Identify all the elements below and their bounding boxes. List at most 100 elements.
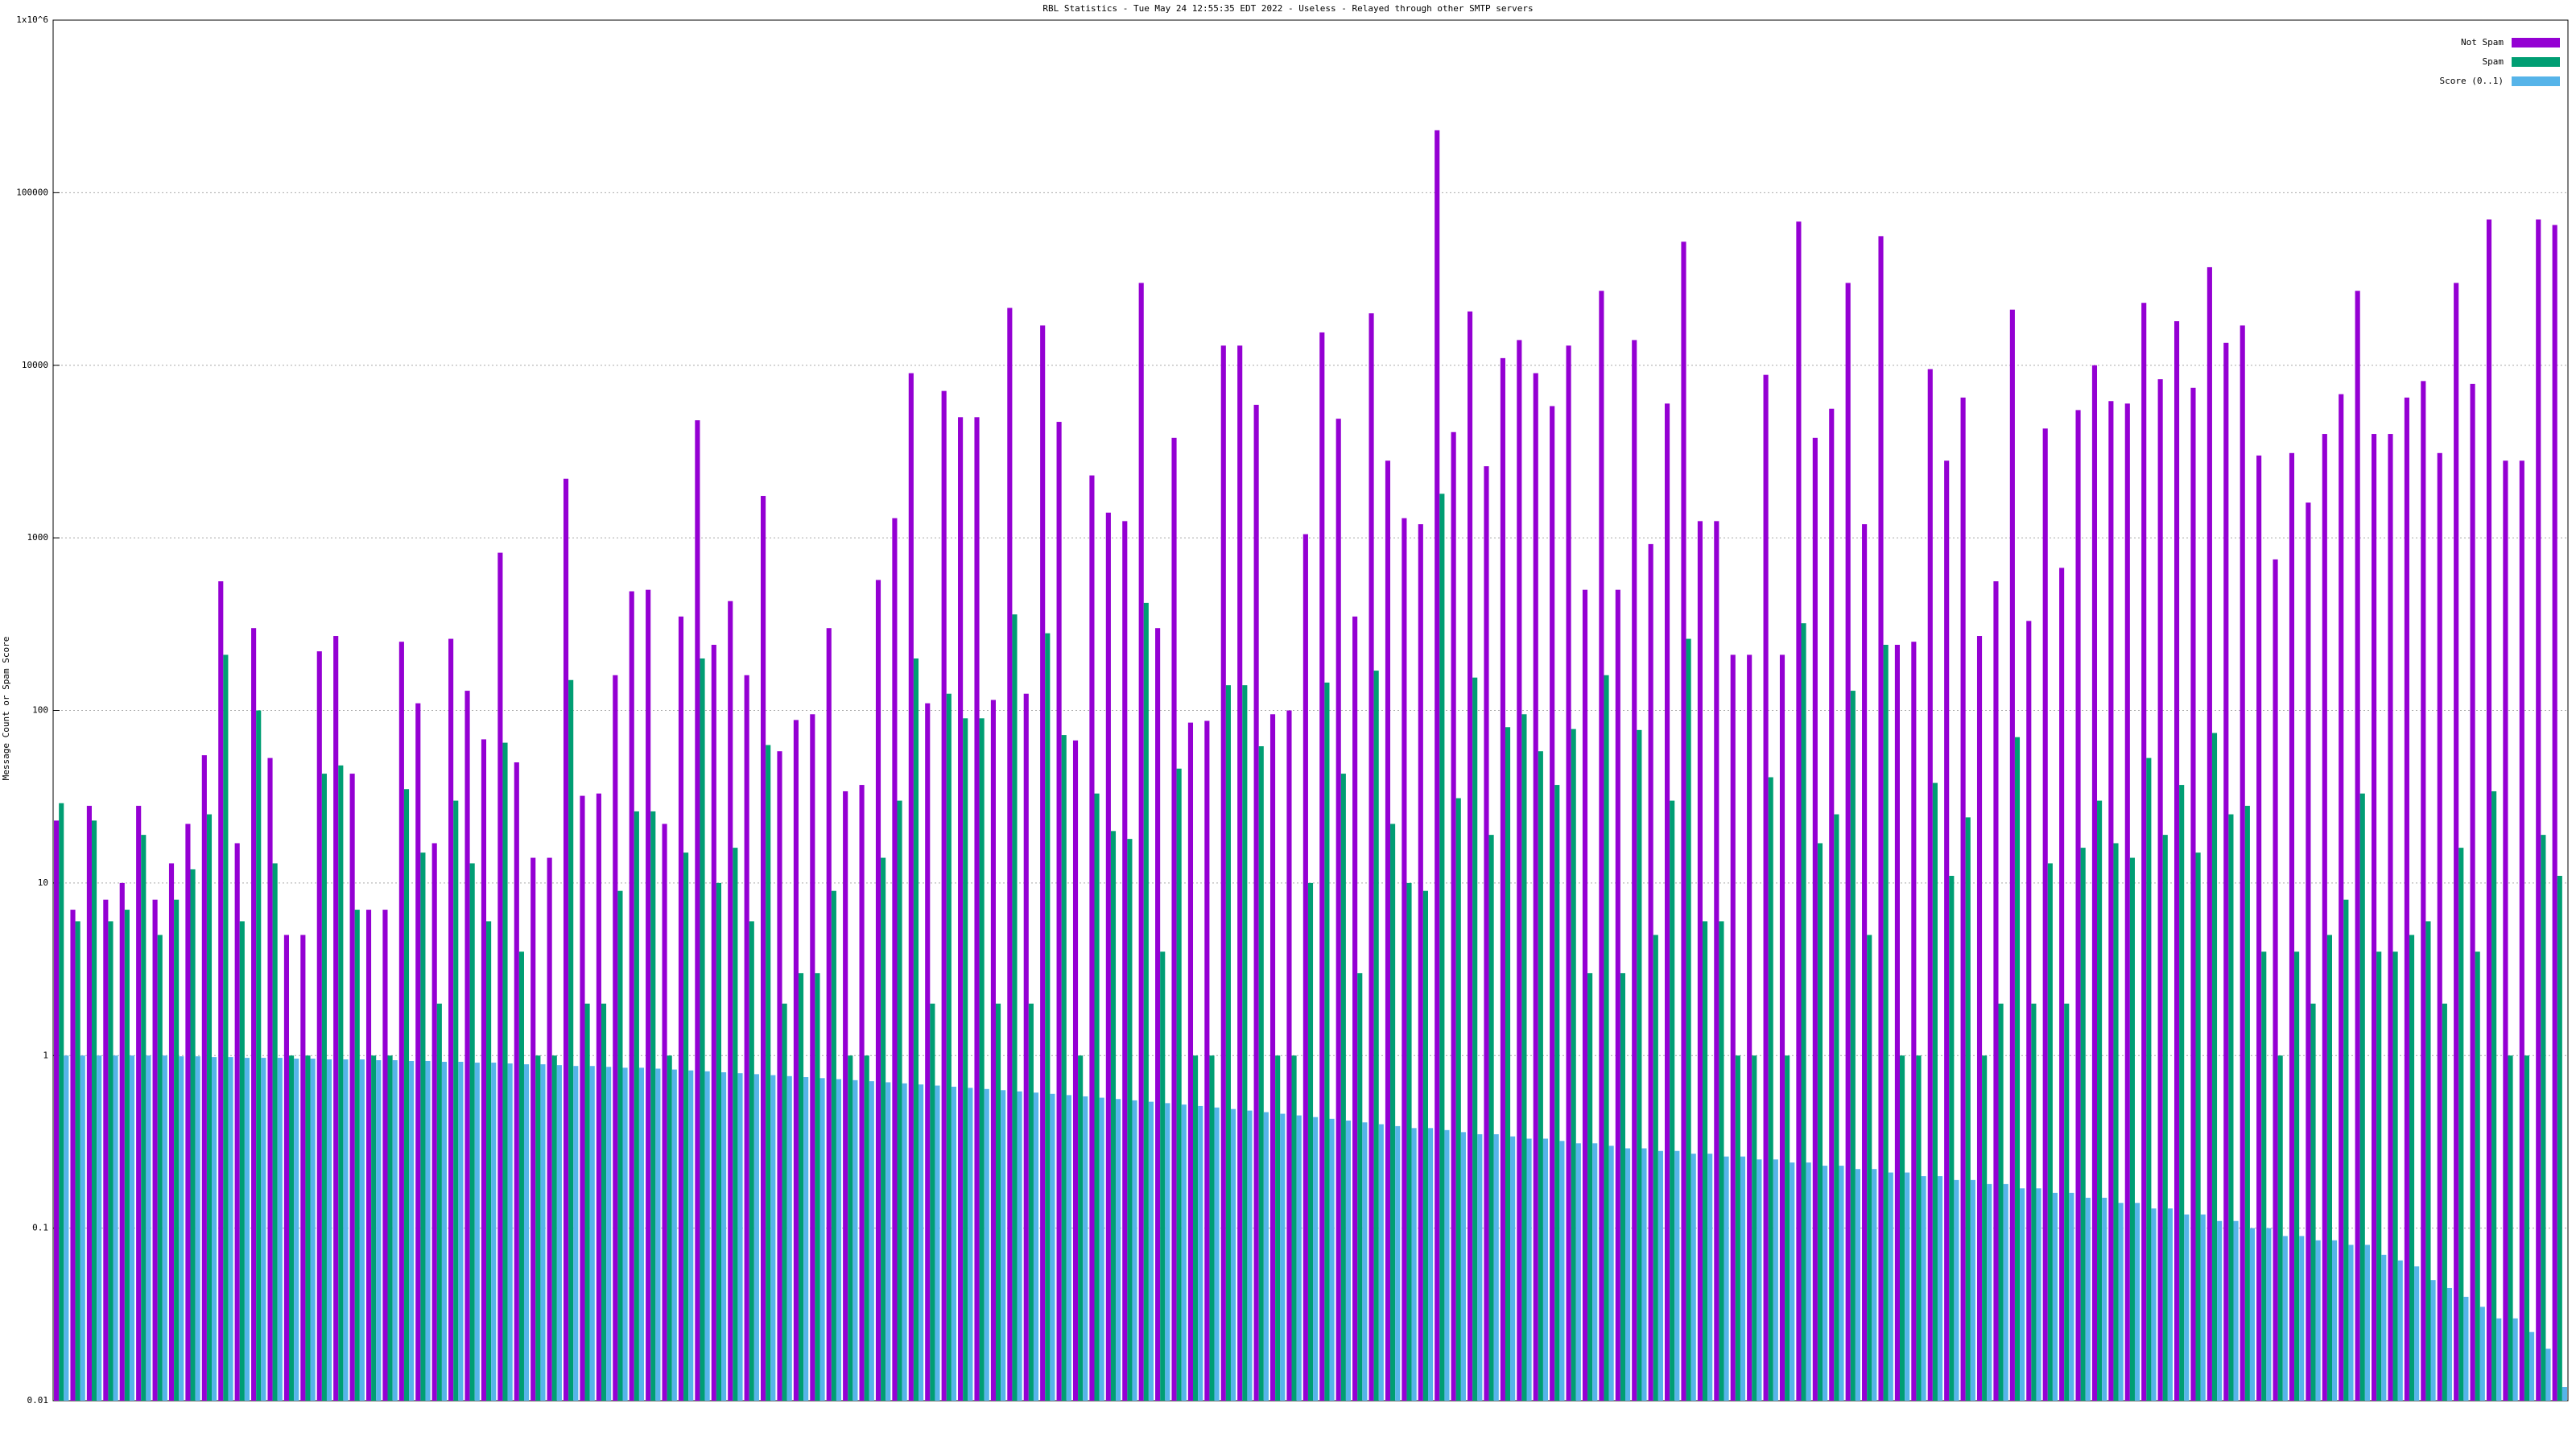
bar xyxy=(2141,303,2147,1401)
bar xyxy=(1263,1112,1269,1401)
bar xyxy=(333,636,339,1401)
bar xyxy=(1402,518,1407,1401)
bar xyxy=(523,1064,530,1401)
bar xyxy=(1373,671,1379,1401)
bar xyxy=(1505,727,1511,1401)
bar xyxy=(530,857,536,1401)
bar xyxy=(354,910,360,1401)
bar xyxy=(436,1003,442,1401)
bar xyxy=(1313,1117,1319,1401)
bar xyxy=(1944,460,1950,1401)
bar xyxy=(1632,340,1637,1401)
y-tick-label: 100000 xyxy=(16,187,48,197)
bar xyxy=(2486,219,2492,1401)
bar xyxy=(1066,1095,1071,1401)
bar xyxy=(819,1078,825,1401)
bar xyxy=(1888,1172,1893,1401)
bar xyxy=(2392,952,2398,1401)
bar xyxy=(2240,325,2245,1401)
bar xyxy=(2211,733,2218,1401)
bar xyxy=(836,1079,842,1401)
bar xyxy=(2223,342,2229,1401)
bar xyxy=(2146,758,2152,1401)
bar xyxy=(1911,642,1917,1401)
bar xyxy=(1089,475,1095,1401)
bar xyxy=(168,863,175,1401)
bar xyxy=(848,1055,853,1401)
bar xyxy=(2217,1220,2223,1401)
bar xyxy=(474,1063,480,1401)
bar xyxy=(2277,1055,2283,1401)
bar xyxy=(1230,1108,1236,1401)
bar xyxy=(316,651,322,1401)
bar xyxy=(540,1064,546,1401)
bar xyxy=(1686,638,1691,1401)
bar xyxy=(1690,1154,1696,1401)
bar xyxy=(1883,644,1889,1401)
bar xyxy=(1768,777,1773,1401)
bar xyxy=(1839,1166,1844,1401)
bar xyxy=(2372,434,2377,1402)
bar xyxy=(2085,1197,2091,1401)
bar xyxy=(403,789,410,1401)
bar xyxy=(75,921,80,1401)
bar xyxy=(1817,843,1823,1401)
bar xyxy=(2425,921,2431,1401)
bar xyxy=(2069,1192,2074,1401)
bar xyxy=(2097,800,2103,1401)
bar xyxy=(1094,793,1100,1401)
bar xyxy=(162,1055,167,1401)
bar xyxy=(2195,852,2201,1401)
bar xyxy=(2075,410,2081,1401)
bar xyxy=(2364,1245,2370,1401)
bar xyxy=(584,1003,590,1401)
bar xyxy=(272,863,278,1401)
bar xyxy=(2437,452,2442,1401)
bar xyxy=(695,420,700,1401)
bar xyxy=(223,654,229,1401)
bar xyxy=(1385,460,1391,1401)
bar xyxy=(371,1055,377,1401)
bar xyxy=(1198,1105,1203,1401)
bar xyxy=(902,1083,907,1401)
bar xyxy=(1790,1162,1795,1401)
bar xyxy=(59,803,64,1401)
bar xyxy=(2442,1003,2447,1401)
bar xyxy=(1455,798,1461,1401)
bar xyxy=(1740,1156,1746,1401)
bar xyxy=(589,1066,595,1401)
bar xyxy=(1806,1162,1811,1401)
bar xyxy=(777,751,782,1401)
bar xyxy=(573,1066,579,1401)
bar xyxy=(289,1055,295,1401)
bar xyxy=(1916,1055,1922,1401)
bar xyxy=(1187,722,1194,1401)
bar xyxy=(1116,1099,1121,1401)
bar xyxy=(1987,1183,1992,1401)
bar xyxy=(2014,737,2021,1401)
bar xyxy=(2512,1318,2518,1401)
chart-title: RBL Statistics - Tue May 24 12:55:35 EDT… xyxy=(1042,3,1533,14)
bar xyxy=(2359,793,2365,1401)
bar xyxy=(392,1060,398,1401)
bar xyxy=(2491,791,2497,1401)
bar xyxy=(2174,321,2180,1401)
bar xyxy=(190,869,196,1401)
bar xyxy=(1921,1176,1926,1401)
bar xyxy=(448,638,454,1401)
bar xyxy=(613,675,618,1401)
bar xyxy=(2233,1220,2239,1401)
bar xyxy=(1176,768,1182,1401)
bar xyxy=(1280,1113,1286,1401)
bar xyxy=(843,791,848,1401)
bar xyxy=(1050,1093,1055,1401)
bar xyxy=(1242,685,1248,1401)
bar xyxy=(1812,437,1818,1401)
y-tick-label: 1x10^6 xyxy=(16,14,48,25)
bar xyxy=(1550,406,1555,1402)
bar xyxy=(2261,952,2267,1401)
bar xyxy=(518,952,524,1401)
bar xyxy=(1460,1132,1466,1401)
bar xyxy=(157,935,163,1401)
